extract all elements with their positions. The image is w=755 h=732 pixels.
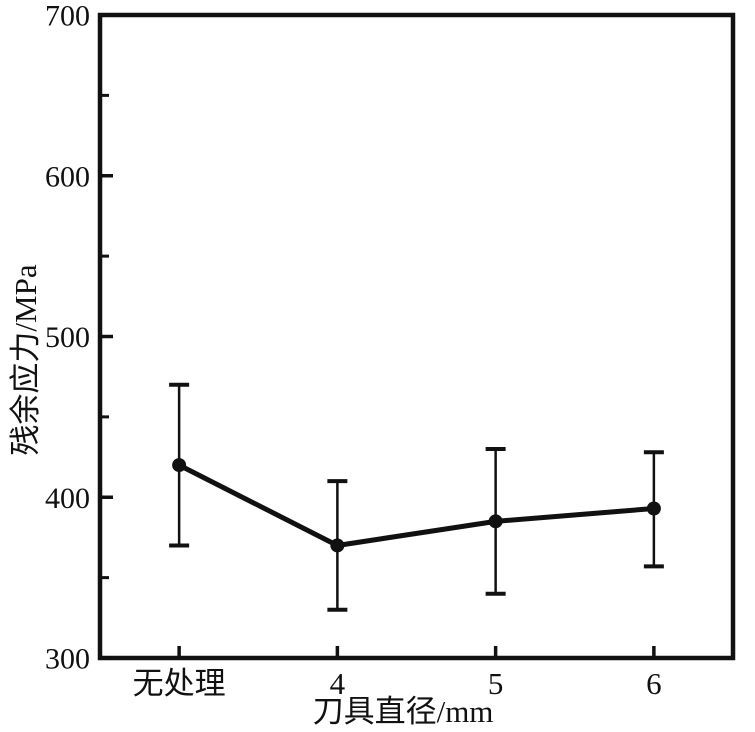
y-tick-label: 700	[45, 0, 90, 33]
chart-plot-area: 300 400 500 600 700 无处理 4 5 6	[45, 0, 736, 701]
x-tick-label: 6	[646, 666, 662, 701]
y-tick-label: 600	[45, 160, 90, 193]
x-tick-label: 4	[330, 666, 346, 701]
data-point	[646, 501, 661, 516]
series-line	[176, 462, 657, 548]
data-point	[330, 538, 345, 553]
x-tick-label: 无处理	[133, 666, 226, 701]
y-tick-label: 400	[45, 482, 90, 515]
plot-border	[97, 12, 736, 661]
data-point	[488, 514, 503, 529]
data-point	[172, 458, 187, 473]
x-axis-title: 刀具直径/mm	[313, 694, 494, 729]
y-axis-title: 残余应力/MPa	[8, 264, 43, 455]
y-tick-label: 500	[45, 321, 90, 354]
x-tick-label: 5	[488, 666, 504, 701]
y-tick-label: 300	[45, 643, 90, 676]
